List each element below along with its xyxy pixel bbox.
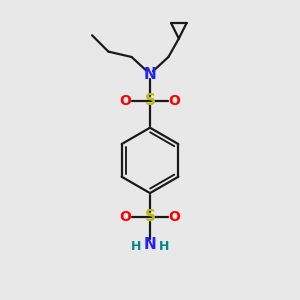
Text: N: N — [144, 67, 156, 82]
Text: O: O — [120, 210, 132, 224]
Text: H: H — [159, 240, 169, 254]
Text: S: S — [145, 209, 155, 224]
Text: N: N — [144, 237, 156, 252]
Text: S: S — [145, 94, 155, 109]
Text: O: O — [168, 94, 180, 108]
Text: O: O — [168, 210, 180, 224]
Text: O: O — [120, 94, 132, 108]
Text: H: H — [130, 240, 141, 254]
